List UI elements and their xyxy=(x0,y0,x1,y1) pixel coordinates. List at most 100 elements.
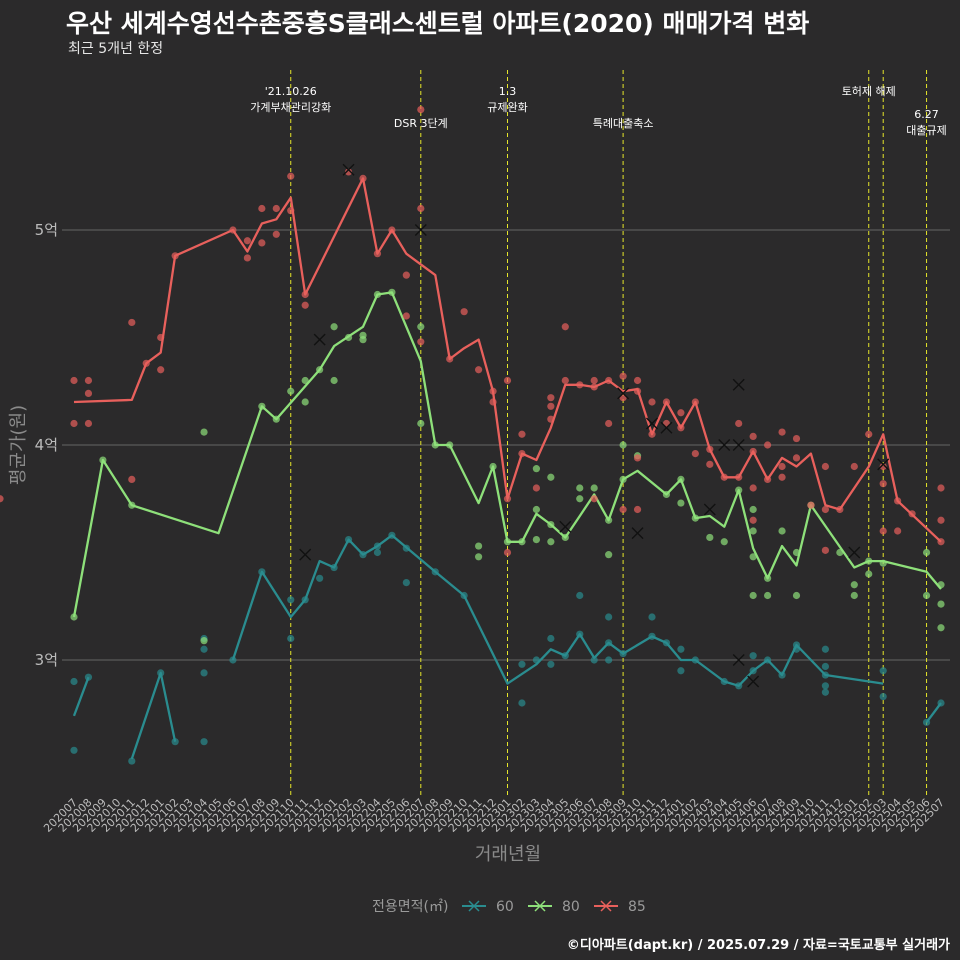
data-point-80 xyxy=(937,600,945,608)
cross-marker-60 xyxy=(732,654,745,666)
data-point-85 xyxy=(749,516,757,524)
data-point-80 xyxy=(301,398,309,406)
data-point-60 xyxy=(70,746,78,754)
data-point-80 xyxy=(619,441,627,449)
data-point-80 xyxy=(865,570,873,578)
data-point-60 xyxy=(200,645,208,653)
legend-cross xyxy=(468,900,480,912)
data-point-85 xyxy=(547,402,555,410)
data-point-80 xyxy=(330,323,338,331)
data-point-85 xyxy=(70,376,78,385)
data-point-85 xyxy=(735,419,743,428)
data-point-85 xyxy=(865,430,873,438)
data-point-80 xyxy=(417,419,425,428)
legend-label: 80 xyxy=(562,899,580,915)
data-point-80 xyxy=(301,376,309,385)
legend-cross xyxy=(534,900,546,912)
data-point-85 xyxy=(821,505,830,514)
data-point-80 xyxy=(576,484,584,492)
data-point-80 xyxy=(475,553,483,561)
series-line-60 xyxy=(72,676,90,717)
data-point-85 xyxy=(503,548,512,557)
data-point-85 xyxy=(749,432,757,440)
cross-marker-85 xyxy=(414,224,427,236)
data-point-60 xyxy=(316,574,324,582)
data-point-85 xyxy=(677,409,685,417)
data-point-80 xyxy=(677,499,685,507)
data-point-60 xyxy=(547,634,555,643)
cross-stroke xyxy=(414,224,427,236)
legend: 전용면적(㎡) 60 80 85 xyxy=(372,899,646,915)
cross-stroke xyxy=(848,546,861,559)
data-point-85 xyxy=(764,441,772,449)
y-axis-ticks: 3억 4억 5억 xyxy=(35,221,58,669)
data-point-85 xyxy=(605,419,613,428)
data-point-85 xyxy=(0,495,4,503)
data-point-85 xyxy=(70,419,78,428)
data-point-60 xyxy=(648,613,656,621)
data-point-85 xyxy=(561,323,569,331)
data-point-60 xyxy=(821,682,830,690)
cross-marker-80 xyxy=(313,333,326,346)
cross-marker-85 xyxy=(660,421,673,434)
series-line-85 xyxy=(73,177,942,543)
data-point-85 xyxy=(894,527,902,535)
data-point-60 xyxy=(518,699,526,707)
cross-stroke xyxy=(718,439,731,451)
data-point-60 xyxy=(200,669,208,677)
data-point-85 xyxy=(402,271,410,279)
data-point-60 xyxy=(547,660,555,668)
data-point-80 xyxy=(576,495,584,503)
data-point-85 xyxy=(821,546,830,554)
cross-marker-85 xyxy=(732,378,745,391)
data-point-60 xyxy=(287,596,295,604)
event-annotation: 토허제 해제 xyxy=(842,84,896,98)
data-point-85 xyxy=(301,301,309,309)
data-point-85 xyxy=(272,230,280,238)
data-point-85 xyxy=(691,450,699,458)
data-point-85 xyxy=(417,204,425,213)
data-point-85 xyxy=(243,254,251,262)
data-point-60 xyxy=(749,652,757,660)
data-point-85 xyxy=(590,495,598,503)
data-point-85 xyxy=(879,527,887,535)
data-point-85 xyxy=(619,505,627,514)
data-point-60 xyxy=(171,738,179,746)
data-point-85 xyxy=(417,106,425,114)
data-point-80 xyxy=(706,533,714,542)
cross-marker-80 xyxy=(703,503,716,516)
cross-marker-80 xyxy=(732,439,745,451)
data-point-80 xyxy=(850,591,858,600)
data-point-80 xyxy=(590,484,598,492)
data-point-85 xyxy=(460,308,468,316)
data-point-80 xyxy=(330,376,338,385)
cross-stroke xyxy=(732,378,745,391)
y-axis-label: 평균가(원) xyxy=(8,405,29,485)
legend-label: 60 xyxy=(496,899,514,915)
cross-marker-85 xyxy=(617,387,630,400)
data-point-85 xyxy=(128,475,136,483)
event-annotation: DSR 3단계 xyxy=(394,117,448,130)
data-point-60 xyxy=(402,579,410,587)
cross-stroke xyxy=(342,163,355,176)
series-line-60 xyxy=(231,534,884,687)
x-axis-ticks: 2020072020082020092020102020112020122021… xyxy=(41,796,947,835)
event-annotation: '21.10.26 xyxy=(265,85,317,98)
chart-subtitle: 최근 5개년 한정 xyxy=(68,41,164,57)
cross-stroke xyxy=(703,503,716,516)
data-point-85 xyxy=(503,376,512,385)
data-point-60 xyxy=(128,757,136,765)
event-annotation: 규제완화 xyxy=(487,101,527,114)
cross-marker-80 xyxy=(559,520,572,533)
data-point-85 xyxy=(590,376,598,385)
data-point-80 xyxy=(547,538,555,546)
data-point-80 xyxy=(200,637,208,645)
cross-marker-85 xyxy=(877,458,890,471)
data-point-85 xyxy=(633,454,642,462)
data-point-85 xyxy=(937,484,945,492)
data-point-85 xyxy=(778,428,786,436)
event-annotation: 대출규제 xyxy=(906,124,946,137)
data-point-60 xyxy=(821,645,830,653)
data-point-80 xyxy=(532,505,541,514)
